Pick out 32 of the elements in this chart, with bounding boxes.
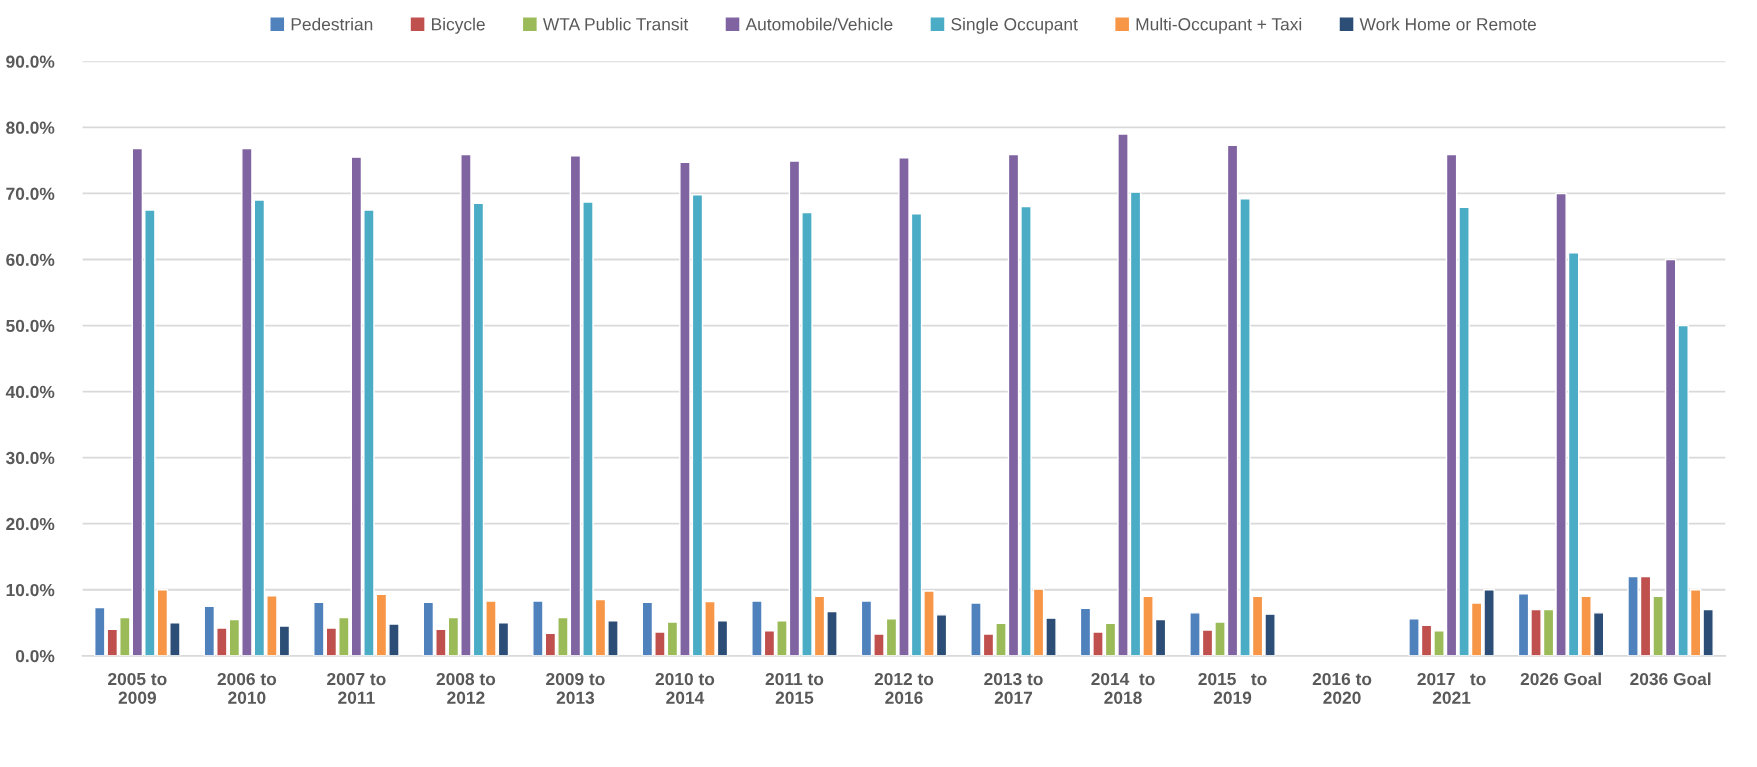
x-tick-label: 2006 to 2010 [217, 672, 277, 704]
legend-label: Multi-Occupant + Taxi [1136, 17, 1302, 34]
x-tick-label: 2016 to 2020 [1312, 672, 1372, 704]
y-tick-label: 40.0% [5, 385, 55, 399]
y-tick-label: 70.0% [6, 187, 55, 200]
x-tick-label: 2017 to 2021 [1417, 672, 1486, 704]
y-tick-label: 0.0% [15, 649, 55, 663]
x-tick-label: 2012 to 2016 [874, 672, 934, 704]
x-tick-label: 2014 to 2018 [1091, 672, 1155, 704]
y-tick-label: 10.0% [6, 583, 55, 597]
legend-label: Single Occupant [951, 17, 1078, 34]
x-tick-label: 2008 to 2012 [436, 672, 496, 704]
x-tick-label: 2010 to 2014 [655, 672, 715, 704]
y-tick-label: 30.0% [5, 451, 55, 465]
legend-label: Work Home or Remote [1359, 17, 1536, 31]
legend-label: Bicycle [432, 17, 485, 34]
y-tick-label: 20.0% [6, 517, 55, 531]
y-tick-label: 90.0% [6, 55, 55, 68]
y-tick-label: 60.0% [6, 253, 55, 266]
legend-label: Pedestrian [291, 17, 373, 31]
x-tick-label: 2013 to 2017 [984, 672, 1043, 704]
x-tick-label: 2005 to 2009 [108, 672, 167, 704]
legend-label: Automobile/Vehicle [745, 17, 893, 31]
x-tick-label: 2009 to 2013 [546, 672, 605, 704]
y-tick-label: 50.0% [6, 319, 55, 333]
x-tick-label: 2015 to 2019 [1198, 672, 1267, 704]
x-tick-label: 2011 to 2015 [765, 672, 824, 704]
x-tick-label: 2026 Goal [1520, 672, 1601, 686]
y-tick-label: 80.0% [6, 121, 55, 134]
legend-label: WTA Public Transit [542, 17, 689, 31]
x-tick-label: 2036 Goal [1630, 672, 1711, 686]
x-tick-label: 2007 to 2011 [327, 672, 386, 704]
